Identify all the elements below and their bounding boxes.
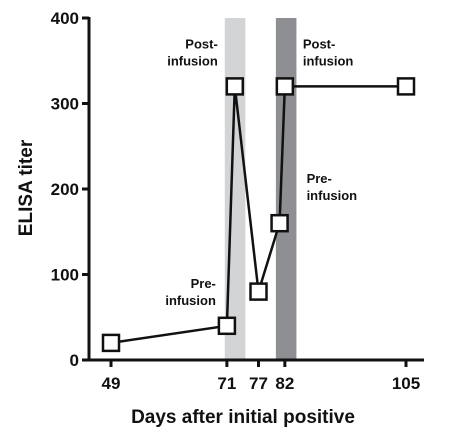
y-tick-label: 100 (51, 266, 79, 285)
y-ticks: 0 100 200 300 400 (51, 9, 89, 370)
y-tick-label: 0 (70, 351, 79, 370)
annotation-label: Post-infusion (303, 36, 354, 68)
x-ticks: 49 71 77 82 105 (102, 360, 420, 393)
y-tick-label: 300 (51, 95, 79, 114)
x-axis-title: Days after initial positive (131, 407, 355, 428)
data-point (217, 316, 237, 336)
y-axis-title: ELISA titer (16, 139, 37, 236)
y-tick-label: 200 (51, 180, 79, 199)
annotation-line: Post- (303, 36, 336, 51)
annotation-line: infusion (167, 53, 218, 68)
x-tick-label: 49 (102, 374, 121, 393)
x-tick-label: 71 (217, 374, 236, 393)
data-point (396, 77, 416, 96)
annotation-line: infusion (303, 53, 354, 68)
annotation-label: Pre-infusion (165, 276, 216, 308)
annotation-line: Post- (185, 36, 218, 51)
infusion-band-2 (275, 18, 297, 360)
data-point (225, 77, 245, 96)
series-line-1 (110, 85, 406, 345)
annotation-line: infusion (165, 293, 216, 308)
annotation-label: Pre-infusion (307, 171, 358, 203)
data-points (101, 77, 416, 353)
data-point (249, 282, 268, 301)
infusion-band-1 (224, 18, 246, 360)
annotations: Pre-infusionPost-infusionPre-infusionPos… (165, 36, 357, 307)
data-point (270, 213, 289, 233)
data-point (101, 333, 121, 353)
x-tick-label: 105 (392, 374, 420, 393)
series-lines (110, 85, 406, 345)
x-tick-label: 82 (275, 374, 294, 393)
shaded-regions (224, 18, 297, 360)
data-point (275, 77, 295, 96)
axes (87, 17, 424, 362)
annotation-label: Post-infusion (167, 36, 218, 68)
annotation-line: Pre- (307, 171, 332, 186)
x-tick-label: 77 (249, 374, 268, 393)
annotation-line: Pre- (191, 276, 216, 291)
y-tick-label: 400 (51, 9, 79, 28)
annotation-line: infusion (307, 188, 358, 203)
